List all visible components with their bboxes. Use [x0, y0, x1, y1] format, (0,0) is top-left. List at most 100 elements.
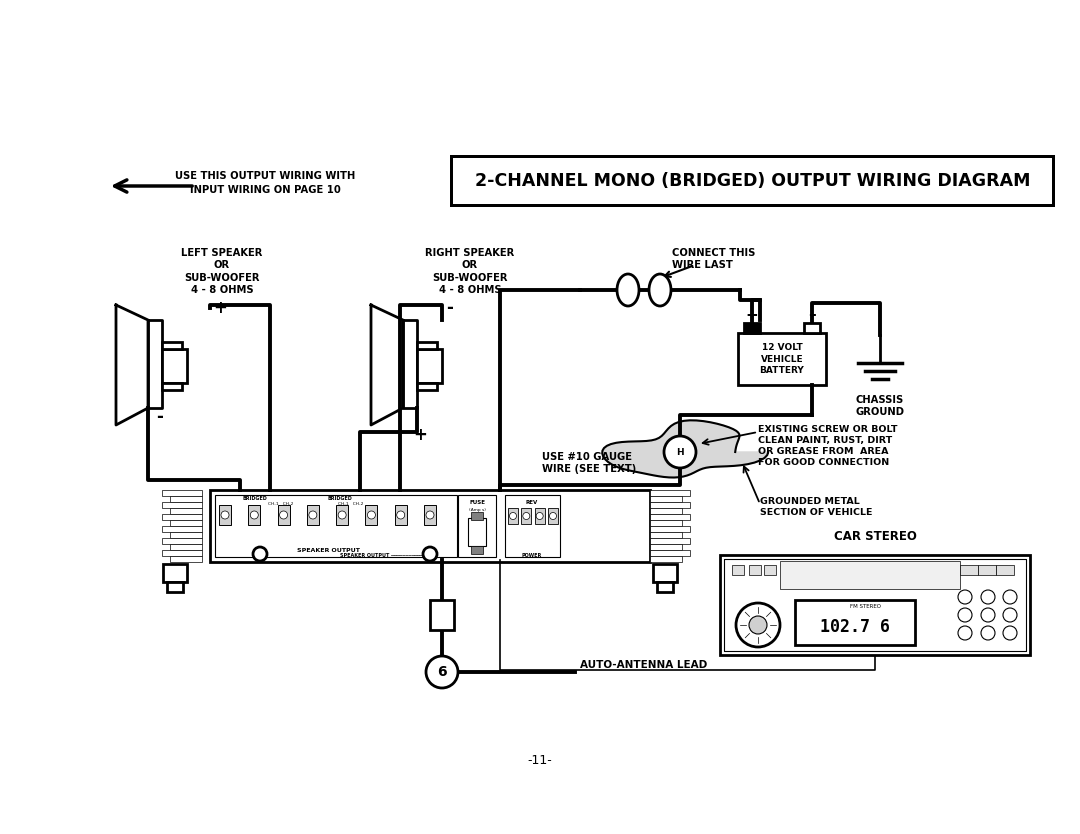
Bar	[650, 496, 681, 502]
Bar	[468, 518, 486, 546]
Polygon shape	[403, 320, 417, 408]
Bar	[653, 564, 677, 582]
Text: (Amp s): (Amp s)	[469, 508, 485, 512]
Circle shape	[550, 513, 556, 520]
Bar	[453, 158, 1052, 204]
Text: AUTO-ANTENNA LEAD: AUTO-ANTENNA LEAD	[580, 660, 707, 670]
Bar	[170, 496, 202, 502]
Ellipse shape	[1003, 590, 1017, 604]
Bar	[724, 559, 1026, 651]
Bar	[657, 582, 673, 592]
Bar	[450, 155, 1055, 207]
Bar	[162, 490, 202, 496]
Bar	[424, 505, 436, 525]
Bar	[764, 565, 777, 575]
Text: EXISTING SCREW OR BOLT
CLEAN PAINT, RUST, DIRT
OR GREASE FROM  AREA
FOR GOOD CON: EXISTING SCREW OR BOLT CLEAN PAINT, RUST…	[758, 425, 897, 467]
Ellipse shape	[649, 274, 671, 306]
Bar	[508, 508, 518, 524]
Circle shape	[664, 436, 696, 468]
Bar	[996, 565, 1014, 575]
Text: +: +	[745, 308, 758, 323]
Text: -: -	[446, 299, 454, 317]
Circle shape	[750, 616, 767, 634]
Ellipse shape	[1003, 608, 1017, 622]
Bar	[162, 383, 183, 390]
Bar	[522, 508, 531, 524]
Ellipse shape	[1003, 626, 1017, 640]
Bar	[365, 505, 377, 525]
Circle shape	[735, 603, 780, 647]
Bar	[170, 544, 202, 550]
Bar	[650, 502, 690, 508]
Circle shape	[510, 513, 516, 520]
Bar	[750, 565, 761, 575]
Text: POWER: POWER	[522, 553, 542, 558]
Bar	[162, 349, 187, 383]
Bar	[417, 349, 442, 383]
Text: +: +	[413, 426, 427, 444]
Bar	[430, 600, 454, 630]
Bar	[650, 514, 690, 520]
Text: REV: REV	[526, 500, 538, 505]
Bar	[170, 508, 202, 514]
Text: 2-CHANNEL MONO (BRIDGED) OUTPUT WIRING DIAGRAM: 2-CHANNEL MONO (BRIDGED) OUTPUT WIRING D…	[475, 172, 1030, 190]
Bar	[650, 532, 681, 538]
Bar	[535, 508, 544, 524]
Text: INPUT WIRING ON PAGE 10: INPUT WIRING ON PAGE 10	[190, 185, 340, 195]
Circle shape	[251, 511, 258, 519]
Bar	[650, 538, 690, 544]
Polygon shape	[603, 420, 768, 478]
Text: 6: 6	[437, 665, 447, 679]
Circle shape	[536, 513, 543, 520]
Ellipse shape	[958, 590, 972, 604]
Text: 12 VOLT
VEHICLE
BATTERY: 12 VOLT VEHICLE BATTERY	[759, 344, 805, 374]
Ellipse shape	[958, 626, 972, 640]
Text: USE #10 GAUGE
WIRE (SEE TEXT): USE #10 GAUGE WIRE (SEE TEXT)	[542, 452, 636, 475]
Circle shape	[426, 511, 434, 519]
Bar	[163, 564, 187, 582]
Bar	[650, 544, 681, 550]
Circle shape	[423, 547, 437, 561]
Bar	[650, 490, 690, 496]
Bar	[210, 490, 650, 562]
Bar	[336, 505, 348, 525]
Bar	[162, 538, 202, 544]
Bar	[458, 495, 496, 557]
Text: BRIDGED: BRIDGED	[327, 495, 352, 500]
Text: CAR STEREO: CAR STEREO	[834, 530, 917, 543]
Bar	[417, 383, 437, 390]
Text: CH-1   CH-2: CH-1 CH-2	[268, 502, 294, 506]
Text: CONNECT THIS
WIRE LAST: CONNECT THIS WIRE LAST	[672, 248, 755, 270]
Bar	[162, 514, 202, 520]
Text: BRIDGED: BRIDGED	[243, 495, 268, 500]
Circle shape	[367, 511, 376, 519]
Bar	[278, 505, 289, 525]
Circle shape	[523, 513, 530, 520]
Bar	[394, 505, 407, 525]
Circle shape	[280, 511, 287, 519]
Text: FUSE: FUSE	[469, 500, 485, 505]
Text: CHASSIS
GROUND: CHASSIS GROUND	[855, 395, 905, 417]
Ellipse shape	[981, 608, 995, 622]
Bar	[307, 505, 319, 525]
Bar	[471, 546, 483, 554]
Bar	[720, 555, 1030, 655]
Polygon shape	[372, 305, 403, 425]
Ellipse shape	[617, 274, 639, 306]
Bar	[505, 495, 561, 557]
Bar	[650, 526, 690, 532]
Circle shape	[338, 511, 347, 519]
Bar	[978, 565, 996, 575]
Bar	[170, 532, 202, 538]
Bar	[650, 550, 690, 556]
Text: USE THIS OUTPUT WIRING WITH: USE THIS OUTPUT WIRING WITH	[175, 171, 355, 181]
Bar	[215, 495, 457, 557]
Bar	[650, 508, 681, 514]
Bar	[162, 526, 202, 532]
Text: Pu  [brand name]: Pu [brand name]	[849, 572, 891, 577]
Polygon shape	[116, 305, 148, 425]
Bar	[167, 582, 183, 592]
Bar	[162, 550, 202, 556]
Ellipse shape	[981, 626, 995, 640]
Text: GROUNDED METAL
SECTION OF VEHICLE: GROUNDED METAL SECTION OF VEHICLE	[760, 497, 873, 517]
